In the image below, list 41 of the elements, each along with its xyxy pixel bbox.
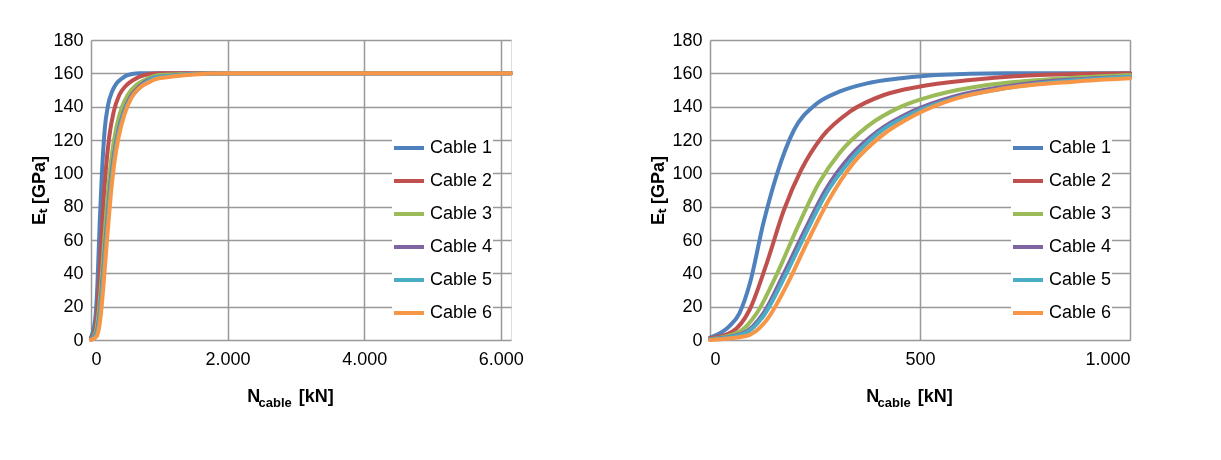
x-tick-label: 500 — [905, 348, 936, 369]
legend-label: Cable 2 — [1049, 170, 1112, 190]
y-tick-label: 60 — [63, 229, 84, 250]
y-tick-label: 20 — [63, 296, 84, 317]
y-tick-label: 0 — [73, 329, 84, 350]
legend-label: Cable 3 — [430, 203, 493, 223]
y-tick-label: 80 — [682, 196, 703, 217]
legend-label: Cable 4 — [430, 236, 493, 256]
y-tick-label: 60 — [682, 229, 703, 250]
legend-label: Cable 6 — [1049, 302, 1112, 322]
y-tick-label: 120 — [672, 129, 703, 150]
legend-label: Cable 5 — [1049, 269, 1112, 289]
legend-label: Cable 4 — [1049, 236, 1112, 256]
legend-label: Cable 5 — [430, 269, 493, 289]
y-tick-label: 80 — [63, 196, 84, 217]
y-tick-label: 160 — [53, 62, 84, 83]
legend-label: Cable 2 — [430, 170, 493, 190]
legend-label: Cable 3 — [1049, 203, 1112, 223]
y-axis-title: Eₜ [GPa] — [648, 155, 669, 226]
y-tick-label: 40 — [682, 262, 703, 283]
y-tick-label: 180 — [53, 29, 84, 50]
y-tick-label: 0 — [692, 329, 703, 350]
x-tick-label: 2.000 — [205, 348, 251, 369]
y-tick-label: 160 — [672, 62, 703, 83]
y-axis-title: Eₜ [GPa] — [29, 155, 50, 226]
y-tick-label: 140 — [672, 96, 703, 117]
legend-label: Cable 6 — [430, 302, 493, 322]
x-tick-label: 0 — [710, 348, 721, 369]
x-tick-label: 0 — [91, 348, 102, 369]
y-tick-label: 120 — [53, 129, 84, 150]
y-tick-label: 100 — [53, 162, 84, 183]
x-tick-label: 4.000 — [342, 348, 388, 369]
y-tick-label: 140 — [53, 96, 84, 117]
y-tick-label: 180 — [672, 29, 703, 50]
y-tick-label: 40 — [63, 262, 84, 283]
x-tick-label: 6.000 — [478, 348, 524, 369]
y-tick-label: 100 — [672, 162, 703, 183]
x-tick-label: 1.000 — [1085, 348, 1131, 369]
y-tick-label: 20 — [682, 296, 703, 317]
legend-label: Cable 1 — [1049, 137, 1112, 157]
legend-label: Cable 1 — [430, 137, 493, 157]
